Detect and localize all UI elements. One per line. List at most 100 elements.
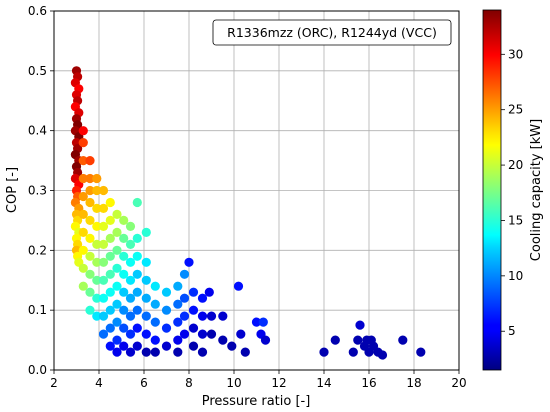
data-point	[119, 305, 129, 315]
data-point	[125, 293, 136, 303]
data-point	[119, 251, 129, 261]
data-point	[125, 311, 136, 321]
data-point	[218, 335, 228, 345]
data-point	[319, 347, 329, 357]
data-point	[78, 245, 88, 255]
data-point	[355, 320, 365, 330]
data-point	[119, 233, 129, 243]
data-point	[112, 281, 122, 291]
data-point	[92, 173, 102, 184]
data-point	[330, 335, 340, 345]
data-point	[206, 329, 217, 339]
data-point	[119, 215, 129, 225]
data-point	[132, 323, 142, 333]
data-point	[85, 156, 95, 166]
data-point	[173, 281, 183, 291]
data-point	[377, 350, 388, 360]
data-point	[188, 323, 199, 333]
y-axis-ticks: 0.0 0.1 0.2 0.3 0.4 0.5 0.6	[28, 4, 54, 377]
data-point	[85, 197, 95, 208]
data-point	[98, 221, 109, 231]
data-point	[179, 329, 190, 339]
y-tick-label: 0.2	[28, 243, 47, 257]
data-point	[85, 269, 95, 279]
data-point	[173, 347, 183, 357]
data-point	[85, 287, 95, 297]
data-point	[161, 287, 172, 297]
data-point	[197, 293, 208, 303]
data-point	[141, 227, 151, 237]
data-point	[197, 311, 208, 321]
data-point	[98, 203, 109, 213]
data-point	[125, 239, 136, 249]
y-axis-label: COP [-]	[5, 167, 20, 213]
data-point	[258, 317, 268, 327]
data-point	[92, 185, 102, 196]
data-point	[141, 257, 151, 267]
data-point	[105, 197, 115, 208]
data-point	[85, 185, 95, 196]
data-point	[150, 281, 160, 291]
data-point	[125, 221, 136, 231]
data-point	[398, 335, 408, 345]
y-tick-label: 0.4	[28, 124, 47, 138]
data-point	[119, 341, 129, 351]
data-point	[141, 311, 151, 321]
legend-text: R1336mzz (ORC), R1244yd (VCC)	[227, 25, 437, 40]
data-point	[132, 233, 142, 243]
data-point	[251, 317, 262, 327]
data-point	[141, 275, 151, 285]
colorbar-tick-label: 25	[508, 103, 523, 117]
data-point	[233, 281, 244, 291]
data-point	[98, 311, 109, 321]
data-point	[184, 257, 194, 267]
data-point	[125, 257, 136, 267]
data-point	[197, 347, 208, 357]
colorbar-tick-label: 15	[508, 213, 523, 227]
data-point	[141, 293, 151, 303]
data-point	[92, 311, 102, 321]
data-point	[150, 299, 160, 309]
colorbar-ticks: 5 10 15 20 25 30	[501, 47, 523, 338]
x-tick-label: 4	[95, 376, 103, 390]
data-point	[150, 317, 160, 327]
data-point	[105, 215, 115, 225]
data-point	[132, 197, 142, 208]
data-point	[78, 156, 88, 166]
data-point	[92, 221, 102, 231]
x-tick-label: 18	[406, 376, 421, 390]
data-point	[112, 299, 122, 309]
data-point	[78, 209, 88, 219]
x-tick-label: 12	[271, 376, 286, 390]
data-point	[92, 257, 102, 267]
y-tick-label: 0.1	[28, 303, 47, 317]
data-point	[105, 233, 115, 243]
x-tick-label: 16	[361, 376, 376, 390]
data-point	[112, 335, 122, 345]
data-point	[188, 341, 199, 351]
data-point	[150, 335, 160, 345]
data-point	[197, 329, 208, 339]
data-point	[78, 263, 88, 273]
data-point	[125, 347, 136, 357]
x-axis-label: Pressure ratio [-]	[202, 394, 311, 409]
data-point	[85, 305, 95, 315]
data-point	[125, 329, 136, 339]
x-tick-label: 6	[140, 376, 148, 390]
data-point	[416, 347, 426, 357]
data-point	[112, 209, 122, 219]
colorbar	[482, 9, 502, 371]
data-point	[105, 251, 115, 261]
data-point	[92, 275, 102, 285]
data-point	[179, 293, 190, 303]
data-point	[119, 323, 129, 333]
data-point	[98, 185, 109, 196]
x-tick-label: 14	[316, 376, 331, 390]
data-point	[206, 311, 217, 321]
colorbar-tick-label: 10	[508, 269, 523, 283]
data-point	[112, 245, 122, 255]
data-point	[353, 335, 363, 345]
data-point	[141, 329, 151, 339]
data-point	[105, 305, 115, 315]
data-point	[218, 311, 228, 321]
